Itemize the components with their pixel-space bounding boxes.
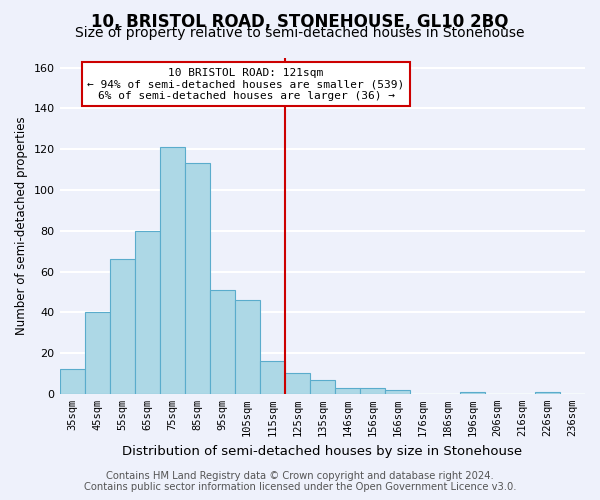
Bar — [460, 392, 485, 394]
Bar — [285, 374, 310, 394]
Bar — [235, 300, 260, 394]
Bar — [59, 370, 85, 394]
Bar — [360, 388, 385, 394]
Bar — [134, 230, 160, 394]
Text: 10 BRISTOL ROAD: 121sqm
← 94% of semi-detached houses are smaller (539)
6% of se: 10 BRISTOL ROAD: 121sqm ← 94% of semi-de… — [88, 68, 405, 101]
Bar — [110, 260, 134, 394]
Bar — [185, 164, 209, 394]
Text: Size of property relative to semi-detached houses in Stonehouse: Size of property relative to semi-detach… — [75, 26, 525, 40]
Bar — [335, 388, 360, 394]
X-axis label: Distribution of semi-detached houses by size in Stonehouse: Distribution of semi-detached houses by … — [122, 444, 523, 458]
Bar — [535, 392, 560, 394]
Bar — [310, 380, 335, 394]
Bar — [209, 290, 235, 394]
Text: Contains HM Land Registry data © Crown copyright and database right 2024.
Contai: Contains HM Land Registry data © Crown c… — [84, 471, 516, 492]
Y-axis label: Number of semi-detached properties: Number of semi-detached properties — [15, 116, 28, 335]
Bar — [260, 361, 285, 394]
Bar — [85, 312, 110, 394]
Bar — [385, 390, 410, 394]
Text: 10, BRISTOL ROAD, STONEHOUSE, GL10 2BQ: 10, BRISTOL ROAD, STONEHOUSE, GL10 2BQ — [91, 12, 509, 30]
Bar — [160, 147, 185, 394]
